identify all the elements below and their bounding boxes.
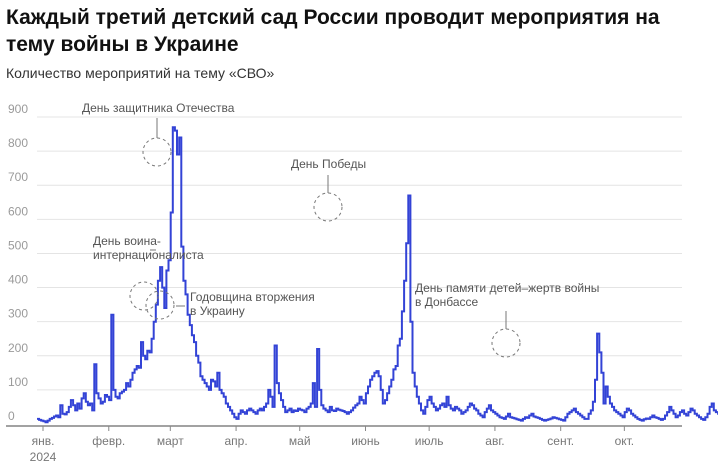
x-tick-label: апр. [224,434,247,448]
annotation-circle [142,137,172,167]
annotation-label: интернационалиста [93,248,204,262]
annotation-label: День воина- [93,234,161,248]
y-tick-label: 0 [8,409,15,423]
y-tick-label: 600 [8,204,28,218]
annotation-circle [129,281,159,311]
y-tick-label: 500 [8,238,28,252]
y-axis: 0 100 200 300 400 500 600 700 800 900 [8,102,28,423]
annotation-label: в Украину [190,304,245,318]
x-tick-label: янв. [32,434,55,448]
x-axis: янв. 2024 февр. март апр. май июнь июль авг. сент… [6,425,682,464]
annotation-label: День защитника Отечества [82,101,235,115]
y-tick-label: 800 [8,136,28,150]
annotation-label: в Донбассе [415,295,479,309]
series-line [37,126,718,424]
chart-subtitle: Количество мероприятий на тему «СВО» [6,65,275,81]
y-tick-label: 200 [8,341,28,355]
y-tick-label: 900 [8,102,28,116]
x-tick-label: авг. [485,434,504,448]
y-tick-label: 700 [8,170,28,184]
x-tick-label: май [289,434,311,448]
annotation-layer: День защитника Отечества День воина-интер… [82,101,599,358]
y-tick-label: 400 [8,273,28,287]
annotation: День Победы [291,157,366,222]
x-tick-label: июнь [351,434,380,448]
grid-layer [37,116,682,391]
chart-title: Каждый третий детский сад России проводи… [6,6,660,56]
x-tick-label: окт. [615,434,635,448]
annotation-circle [313,192,343,222]
annotation-circle [491,328,521,358]
annotation-label: День памяти детей–жертв войны [415,281,599,295]
x-tick-sublabel: 2024 [30,450,57,464]
annotation: День защитника Отечества [82,101,235,167]
y-tick-label: 300 [8,307,28,321]
x-tick-label: сент. [547,434,574,448]
annotation-circle [145,290,175,320]
x-tick-label: март [157,434,184,448]
annotation-label: Годовщина вторжения [190,290,315,304]
series-layer [37,126,718,424]
annotation: День воина-интернационалиста [93,234,204,311]
annotation-label: День Победы [291,157,366,171]
x-tick-label: июль [415,434,444,448]
x-tick-label: февр. [92,434,125,448]
y-tick-label: 100 [8,375,28,389]
